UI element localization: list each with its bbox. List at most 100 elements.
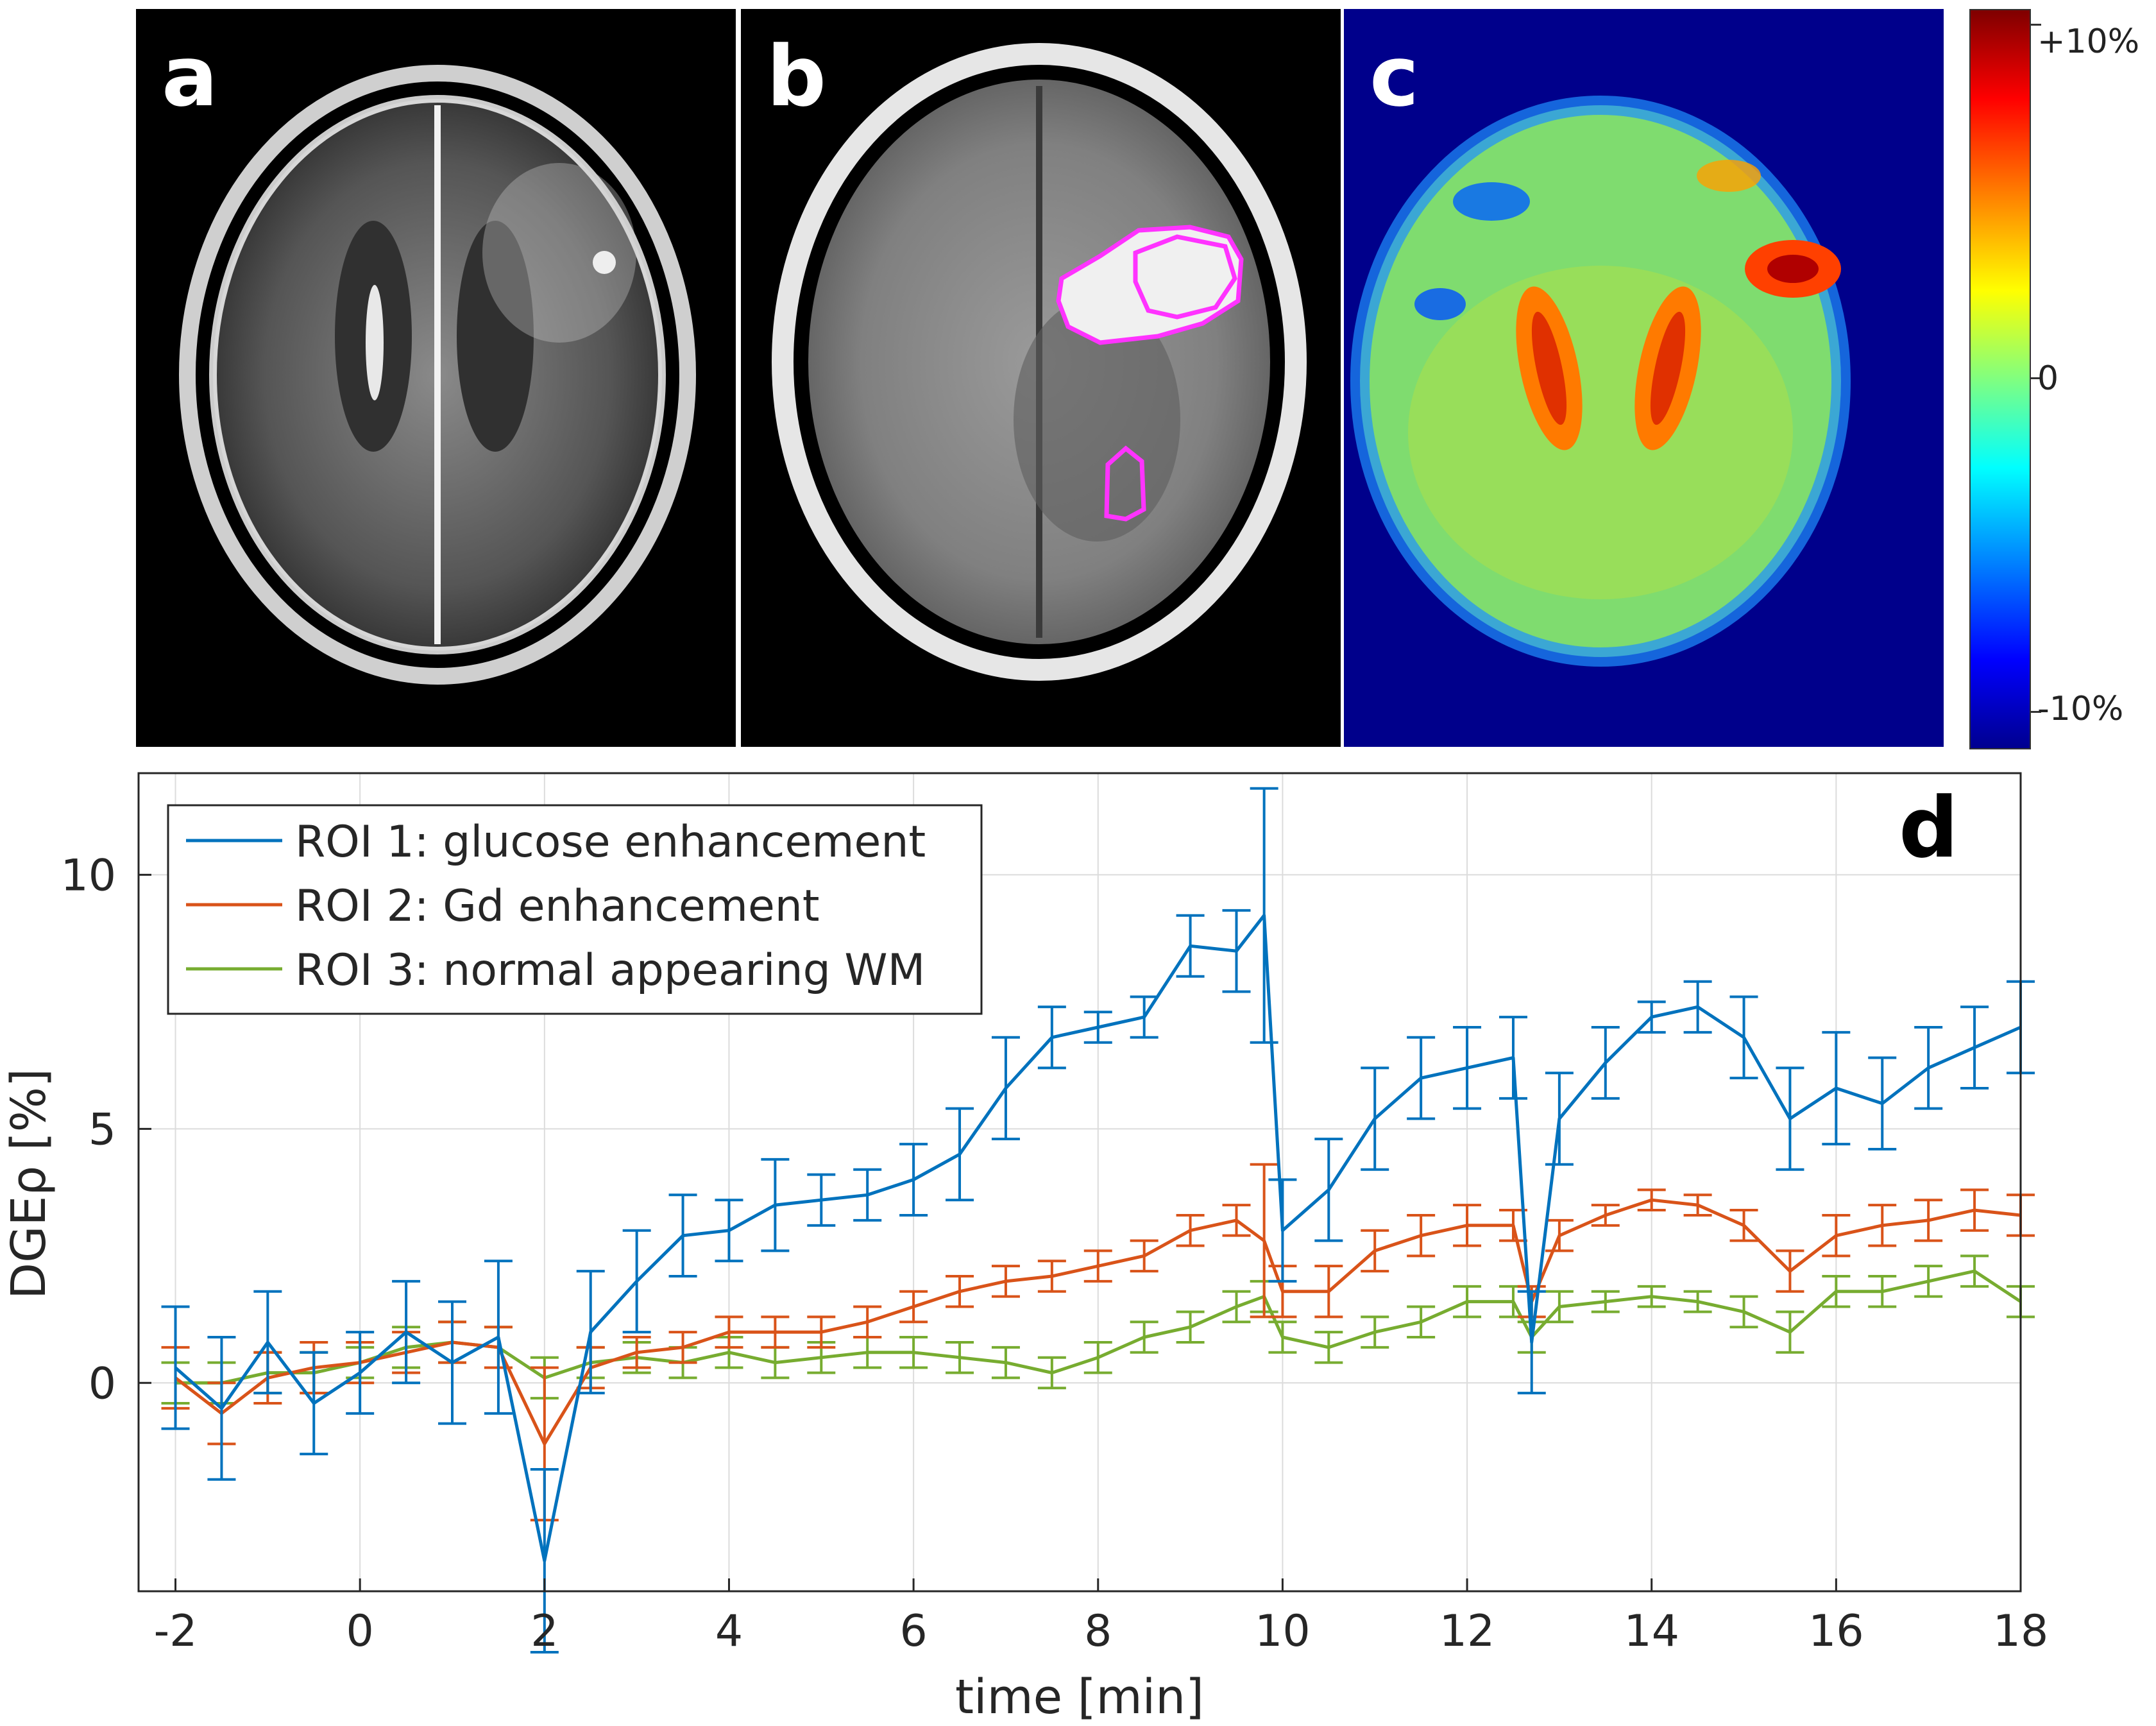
y-tick-label: 0	[89, 1358, 116, 1409]
x-tick-label: -2	[154, 1606, 198, 1657]
legend-label-roi3: ROI 3: normal appearing WM	[295, 945, 925, 996]
error-bar-roi3	[1683, 1290, 1712, 1313]
error-bar-roi2	[1130, 1239, 1159, 1273]
chart-x-axis-label: time [min]	[955, 1670, 1204, 1725]
error-bar-roi3	[1776, 1310, 1804, 1354]
error-bar-roi1	[1250, 787, 1278, 1044]
panel-d-label: d	[1899, 779, 1958, 876]
error-bar-roi1	[1729, 995, 1758, 1080]
colorbar	[1969, 9, 2031, 749]
chart-legend: ROI 1: glucose enhancement ROI 2: Gd enh…	[167, 804, 983, 1015]
y-tick-label: 5	[89, 1104, 116, 1155]
error-bar-roi2	[1083, 1249, 1112, 1283]
error-bar-roi2	[1314, 1265, 1343, 1319]
panel-a-t2-image: a	[136, 9, 736, 747]
error-bar-roi2	[1914, 1199, 1943, 1242]
error-bar-roi3	[1130, 1320, 1159, 1354]
error-bar-roi1	[1407, 1036, 1436, 1120]
error-bar-roi1	[946, 1107, 974, 1202]
x-tick-label: 18	[1993, 1606, 2049, 1657]
error-bar-roi1	[161, 1305, 190, 1430]
x-tick-label: 14	[1624, 1606, 1679, 1657]
error-bar-roi2	[1868, 1204, 1897, 1247]
error-bar-roi3	[1453, 1285, 1482, 1319]
error-bar-roi2	[1361, 1229, 1389, 1273]
error-bar-roi2	[1683, 1193, 1712, 1217]
error-bar-roi3	[1361, 1315, 1389, 1349]
error-bar-roi1	[1960, 1005, 1989, 1089]
error-bar-roi2	[1960, 1188, 1989, 1232]
x-tick-label: 12	[1439, 1606, 1495, 1657]
error-bar-roi3	[1037, 1356, 1066, 1390]
error-bar-roi1	[1361, 1066, 1389, 1171]
panel-c-dge-map: c	[1344, 9, 1944, 747]
error-bar-roi3	[1176, 1310, 1205, 1344]
error-bar-roi1	[1176, 914, 1205, 978]
brain-t2-illustration	[179, 65, 696, 685]
panel-c-label: c	[1370, 28, 1420, 125]
error-bar-roi1	[1822, 1030, 1851, 1146]
error-bar-roi2	[1453, 1204, 1482, 1247]
error-bar-roi1	[1453, 1025, 1482, 1110]
error-bar-roi1	[576, 1270, 605, 1395]
error-bar-roi2	[1729, 1209, 1758, 1242]
error-bar-roi1	[622, 1229, 651, 1334]
chart-y-axis-label: DGEρ [%]	[1, 1068, 56, 1299]
error-bar-roi1	[899, 1143, 928, 1217]
chart-series-layer	[161, 787, 2035, 1654]
error-bar-roi1	[1868, 1056, 1897, 1151]
error-bar-roi1	[1591, 1025, 1620, 1100]
error-bar-roi3	[1268, 1320, 1297, 1354]
error-bar-roi3	[991, 1346, 1020, 1380]
error-bar-roi2	[946, 1275, 974, 1308]
colorbar-tick-mid	[2030, 377, 2041, 379]
x-tick-label: 6	[899, 1606, 927, 1657]
panel-b-label: b	[767, 28, 827, 125]
roi-2-contour	[1133, 234, 1237, 320]
x-tick-label: 0	[346, 1606, 374, 1657]
error-bar-roi3	[1914, 1265, 1943, 1298]
error-bar-roi2	[853, 1305, 882, 1339]
error-bar-roi1	[346, 1331, 375, 1415]
error-bar-roi3	[1407, 1305, 1436, 1339]
error-bar-roi1	[1268, 1178, 1297, 1283]
colorbar-tick-bottom	[2030, 711, 2041, 713]
dge-time-course-chart: -2 0 2 4 6 8 10 12 14 16 18 0 5 10 time [min] DGEρ [%…	[1, 772, 2049, 1725]
error-bar-roi1	[207, 1336, 236, 1481]
x-tick-label: 10	[1255, 1606, 1311, 1657]
error-bar-roi1	[300, 1351, 328, 1456]
x-tick-label: 16	[1808, 1606, 1864, 1657]
error-bar-roi1	[484, 1260, 513, 1415]
error-bar-roi2	[1637, 1188, 1666, 1212]
y-tick-label: 10	[60, 850, 116, 901]
error-bar-roi1	[1545, 1072, 1574, 1166]
error-bar-roi3	[1545, 1290, 1574, 1324]
error-bar-roi2	[715, 1315, 743, 1349]
error-bar-roi2	[761, 1315, 790, 1349]
x-tick-label: 2	[531, 1606, 558, 1657]
legend-label-roi1: ROI 1: glucose enhancement	[295, 817, 926, 867]
error-bar-roi2	[807, 1315, 836, 1349]
error-bar-roi2	[668, 1331, 697, 1364]
error-bar-roi2	[1822, 1213, 1851, 1258]
error-bar-roi2	[1407, 1213, 1436, 1258]
error-bar-roi2	[1037, 1260, 1066, 1293]
error-bar-roi1	[253, 1290, 282, 1395]
error-bar-roi1	[1037, 1005, 1066, 1070]
x-tick-label: 8	[1084, 1606, 1112, 1657]
error-bar-roi2	[899, 1290, 928, 1324]
panel-a-label: a	[162, 28, 218, 125]
error-bar-roi1	[761, 1158, 790, 1252]
error-bar-roi3	[1729, 1295, 1758, 1329]
error-bar-roi2	[622, 1336, 651, 1369]
colorbar-label-bottom: -10%	[2037, 690, 2124, 728]
error-bar-roi1	[1130, 995, 1159, 1039]
error-bar-roi1	[1776, 1066, 1804, 1171]
error-bar-roi1	[1498, 1016, 1527, 1100]
error-bar-roi2	[1250, 1163, 1278, 1319]
legend-label-roi2: ROI 2: Gd enhancement	[295, 881, 820, 932]
error-bar-roi3	[1083, 1340, 1112, 1374]
error-bar-roi3	[1822, 1275, 1851, 1308]
error-bar-roi1	[392, 1279, 421, 1385]
error-bar-roi1	[668, 1193, 697, 1278]
